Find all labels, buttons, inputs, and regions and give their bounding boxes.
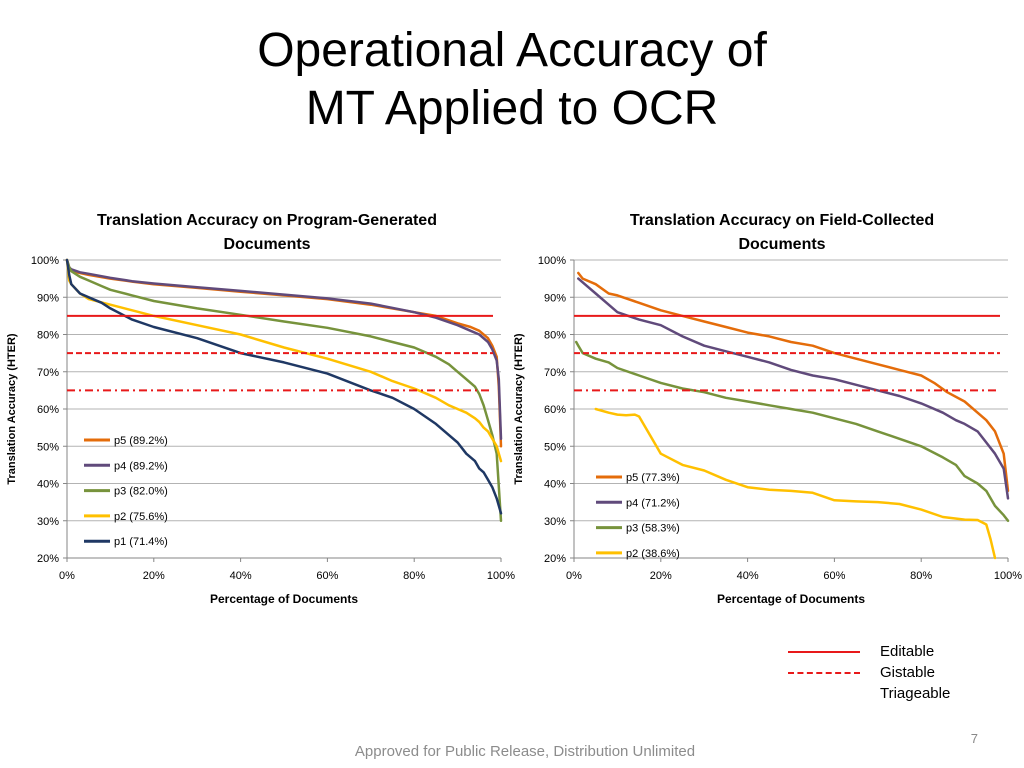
y-axis-label: Translation Accuracy (HTER) bbox=[6, 333, 18, 485]
legend-label-2: p4 (71.2%) bbox=[626, 497, 680, 509]
y-tick-label: 90% bbox=[544, 292, 566, 304]
y-tick-label: 50% bbox=[544, 441, 566, 453]
threshold-legend-triageable: Triageable bbox=[788, 684, 988, 704]
y-tick-label: 40% bbox=[37, 479, 59, 491]
series-line-2 bbox=[577, 277, 1010, 500]
x-axis-label: Percentage of Documents bbox=[210, 592, 358, 606]
y-tick-label: 30% bbox=[37, 516, 59, 528]
legend-label-1: p5 (89.2%) bbox=[114, 435, 168, 447]
x-tick-label: 0% bbox=[566, 570, 582, 582]
x-axis-label: Percentage of Documents bbox=[717, 592, 865, 606]
legend-label-2: p4 (89.2%) bbox=[114, 460, 168, 472]
x-tick-label: 60% bbox=[316, 570, 338, 582]
y-tick-label: 70% bbox=[544, 367, 566, 379]
legend-label-3: p3 (82.0%) bbox=[114, 486, 168, 498]
x-tick-label: 20% bbox=[143, 570, 165, 582]
chart-title-line: Documents bbox=[738, 236, 825, 253]
chart-title-line: Translation Accuracy on Field-Collected bbox=[630, 212, 934, 229]
series-line-4 bbox=[594, 407, 997, 560]
x-tick-label: 40% bbox=[737, 570, 759, 582]
legend-label-3: p3 (58.3%) bbox=[626, 523, 680, 535]
x-tick-label: 60% bbox=[823, 570, 845, 582]
footer-text: Approved for Public Release, Distributio… bbox=[354, 743, 696, 760]
y-tick-label: 20% bbox=[544, 553, 566, 565]
series-line-5 bbox=[65, 258, 503, 515]
y-tick-label: 30% bbox=[544, 516, 566, 528]
x-tick-label: 100% bbox=[994, 570, 1022, 582]
x-tick-label: 20% bbox=[650, 570, 672, 582]
gistable-label: Gistable bbox=[880, 664, 936, 681]
chart-title-line: Documents bbox=[223, 236, 310, 253]
threshold-legend: Editable Gistable Triageable bbox=[788, 642, 988, 706]
x-tick-label: 100% bbox=[487, 570, 515, 582]
editable-label: Editable bbox=[880, 643, 935, 660]
y-tick-label: 100% bbox=[538, 255, 566, 267]
series-line-1 bbox=[577, 271, 1010, 493]
triageable-label: Triageable bbox=[880, 685, 951, 702]
series-line-4 bbox=[65, 258, 503, 463]
slide-title-line-2: MT Applied to OCR bbox=[305, 82, 719, 135]
legend-label-4: p2 (75.6%) bbox=[114, 511, 168, 523]
y-tick-label: 80% bbox=[37, 330, 59, 342]
gistable-line-swatch bbox=[788, 672, 860, 674]
x-tick-label: 0% bbox=[59, 570, 75, 582]
legend-label-4: p2 (38.6%) bbox=[626, 548, 680, 560]
x-tick-label: 40% bbox=[230, 570, 252, 582]
y-tick-label: 60% bbox=[544, 404, 566, 416]
y-axis-label: Translation Accuracy (HTER) bbox=[513, 333, 525, 485]
threshold-legend-editable: Editable bbox=[788, 642, 988, 662]
y-tick-label: 90% bbox=[37, 292, 59, 304]
x-tick-label: 80% bbox=[910, 570, 932, 582]
y-tick-label: 40% bbox=[544, 479, 566, 491]
y-tick-label: 80% bbox=[544, 330, 566, 342]
slide-title: Operational Accuracy of MT Applied to OC… bbox=[0, 22, 1024, 138]
series-line-2 bbox=[65, 258, 503, 441]
y-tick-label: 100% bbox=[31, 255, 59, 267]
y-tick-label: 70% bbox=[37, 367, 59, 379]
legend-label-1: p5 (77.3%) bbox=[626, 472, 680, 484]
series-line-3 bbox=[65, 258, 503, 523]
page-number: 7 bbox=[970, 731, 978, 746]
y-tick-label: 50% bbox=[37, 441, 59, 453]
slide-title-line-1: Operational Accuracy of bbox=[257, 24, 767, 77]
y-tick-label: 20% bbox=[37, 553, 59, 565]
legend-label-5: p1 (71.4%) bbox=[114, 536, 168, 548]
x-tick-label: 80% bbox=[403, 570, 425, 582]
chart-program-generated: Translation Accuracy on Program-Generate… bbox=[6, 212, 515, 606]
series-line-3 bbox=[574, 340, 1010, 523]
threshold-legend-gistable: Gistable bbox=[788, 663, 988, 683]
chart-title-line: Translation Accuracy on Program-Generate… bbox=[97, 212, 437, 229]
chart-field-collected: Translation Accuracy on Field-Collected D… bbox=[513, 212, 1022, 606]
editable-line-swatch bbox=[788, 651, 860, 653]
y-tick-label: 60% bbox=[37, 404, 59, 416]
